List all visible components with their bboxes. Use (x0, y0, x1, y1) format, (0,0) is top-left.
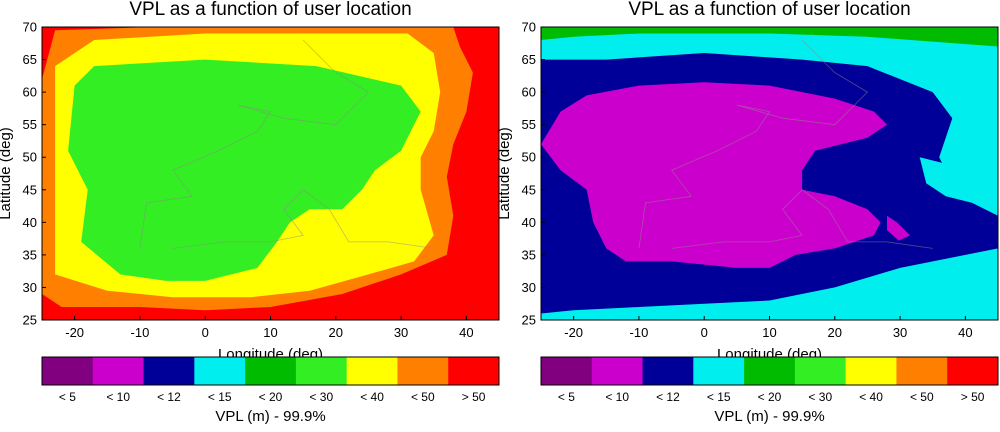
colorbar-label: > 50 (462, 390, 486, 404)
chart-title: VPL as a function of user location (628, 0, 910, 20)
colorbar-swatch-5 (794, 357, 847, 385)
x-tick-label: -10 (630, 325, 649, 340)
y-tick-label: 40 (23, 215, 37, 230)
colorbar-swatch-4 (245, 357, 297, 385)
colorbar-frame (540, 356, 999, 386)
colorbar-label: < 20 (259, 390, 283, 404)
y-tick-label: 55 (522, 117, 536, 132)
colorbar-label: < 50 (910, 390, 934, 404)
colorbar-swatch-2 (143, 357, 195, 385)
contour-region-2 (68, 59, 421, 281)
colorbar-swatch-2 (642, 357, 694, 385)
y-tick-label: 65 (522, 52, 536, 67)
colorbar-label: < 12 (656, 390, 680, 404)
y-tick-label: 65 (23, 52, 37, 67)
y-tick-label: 70 (23, 20, 37, 35)
x-tick-label: 10 (263, 325, 277, 340)
y-axis-label: Latitude (deg) (0, 127, 14, 220)
coastline-outline (139, 39, 370, 249)
y-tick-label: 50 (522, 150, 536, 165)
x-tick-label: 40 (459, 325, 473, 340)
y-tick-label: 30 (23, 280, 37, 295)
y-tick-label: 30 (522, 280, 536, 295)
left-panel: VPL as a function of user location -20 -10… (0, 0, 500, 425)
chart-title: VPL as a function of user location (129, 0, 411, 20)
colorbar-swatch-1 (591, 357, 643, 385)
x-tick-label: 10 (762, 325, 776, 340)
y-tick-label: 40 (522, 215, 536, 230)
colorbar-swatch-6 (346, 357, 398, 385)
colorbar-swatch-3 (693, 357, 745, 385)
x-tick-label: -20 (564, 325, 583, 340)
x-tick-label: 40 (958, 325, 972, 340)
y-tick-label: 60 (522, 85, 536, 100)
colorbar-label: > 50 (961, 390, 985, 404)
coastline-mediterranean (172, 189, 434, 249)
y-tick-label: 55 (23, 117, 37, 132)
colorbar-swatch-0 (42, 357, 94, 385)
colorbar-swatch-6 (845, 357, 897, 385)
y-tick-label: 25 (23, 313, 37, 328)
x-tick-label: 30 (893, 325, 907, 340)
colorbar-label: < 40 (859, 390, 883, 404)
colorbar-label: < 5 (558, 390, 575, 404)
colorbar-label: < 30 (309, 390, 333, 404)
x-tick-label: 30 (394, 325, 408, 340)
plot-area (541, 27, 998, 320)
right-panel: VPL as a function of user location -20 -10… (496, 0, 999, 425)
colorbar-label: < 15 (707, 390, 731, 404)
y-tick-label: 60 (23, 85, 37, 100)
x-tick-label: 0 (701, 325, 708, 340)
colorbar-label: < 12 (157, 390, 181, 404)
x-tick-label: -20 (65, 325, 84, 340)
colorbar-swatch-1 (92, 357, 144, 385)
colorbar-label: < 5 (59, 390, 76, 404)
coastline-outline (638, 39, 869, 249)
colorbar-title: VPL (m) - 99.9% (714, 408, 824, 425)
contour-region-3 (224, 254, 251, 268)
colorbar-swatch-5 (295, 357, 348, 385)
colorbar-swatch-7 (397, 357, 449, 385)
colorbar-frame (41, 356, 500, 386)
colorbar-swatch-7 (896, 357, 948, 385)
contour-region-0 (541, 27, 998, 47)
colorbar-swatch-8 (947, 357, 999, 385)
y-axis-label: Latitude (deg) (496, 127, 513, 220)
plot-area (42, 27, 499, 320)
contour-region-2 (919, 157, 998, 216)
contour-region-4 (887, 215, 910, 241)
y-tick-label: 35 (522, 247, 536, 262)
y-tick-label: 45 (522, 182, 536, 197)
x-tick-label: -10 (131, 325, 150, 340)
colorbar-label: < 20 (758, 390, 782, 404)
colorbar-label: < 10 (106, 390, 130, 404)
y-tick-label: 35 (23, 247, 37, 262)
colorbar-label: < 40 (360, 390, 384, 404)
y-tick-label: 50 (23, 150, 37, 165)
x-tick-label: 0 (202, 325, 209, 340)
colorbar-swatch-3 (194, 357, 246, 385)
colorbar-title: VPL (m) - 99.9% (215, 408, 325, 425)
coastline-mediterranean (671, 189, 933, 249)
colorbar-label: < 10 (605, 390, 629, 404)
colorbar-swatch-8 (448, 357, 500, 385)
y-tick-label: 70 (522, 20, 536, 35)
colorbar-label: < 50 (411, 390, 435, 404)
colorbar-label: < 30 (808, 390, 832, 404)
y-tick-label: 25 (522, 313, 536, 328)
colorbar-label: < 15 (208, 390, 232, 404)
contour-region-3 (541, 82, 887, 268)
colorbar-swatch-0 (541, 357, 593, 385)
y-tick-label: 45 (23, 182, 37, 197)
x-tick-label: 20 (329, 325, 343, 340)
colorbar-swatch-4 (744, 357, 796, 385)
x-tick-label: 20 (828, 325, 842, 340)
